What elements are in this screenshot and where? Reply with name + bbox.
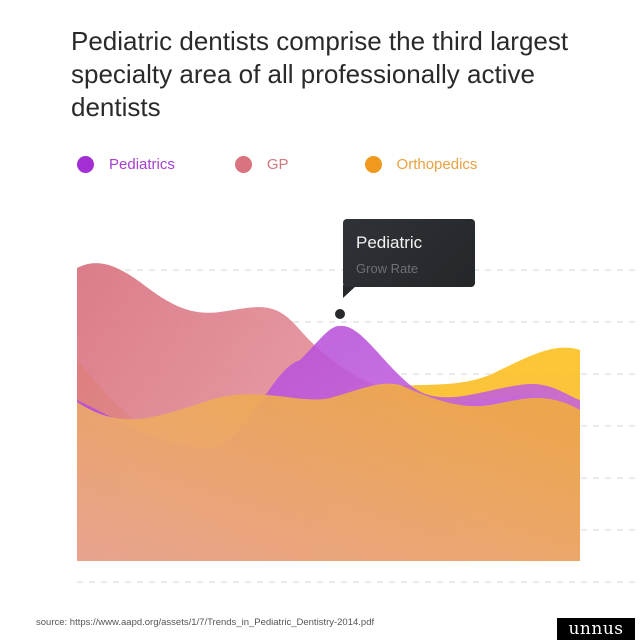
brand-logo: unnus (557, 618, 635, 640)
source-link[interactable]: source: https://www.aapd.org/assets/1/7/… (36, 617, 375, 628)
chart-title: Pediatric dentists comprise the third la… (71, 26, 569, 122)
orthopedics-front-area (77, 383, 580, 561)
legend-item-gp[interactable]: GP (234, 156, 289, 173)
tooltip-subtitle: Grow Rate (356, 261, 419, 276)
pediatrics-dot-icon (77, 156, 94, 173)
legend-label: Pediatrics (109, 156, 175, 173)
gp-dot-icon (234, 156, 252, 173)
legend-item-orthopedics[interactable]: Orthopedics (364, 156, 478, 173)
legend-label: GP (266, 156, 289, 173)
tooltip: Pediatric Grow Rate (343, 219, 475, 287)
legend-label: Orthopedics (396, 156, 478, 173)
peak-marker[interactable] (335, 309, 345, 319)
legend-item-pediatrics[interactable]: Pediatrics (77, 156, 175, 173)
legend: Pediatrics GP Orthopedics (77, 156, 477, 173)
orthopedics-dot-icon (364, 156, 382, 173)
tooltip-title: Pediatric (356, 233, 423, 252)
tooltip-tail (343, 285, 357, 298)
